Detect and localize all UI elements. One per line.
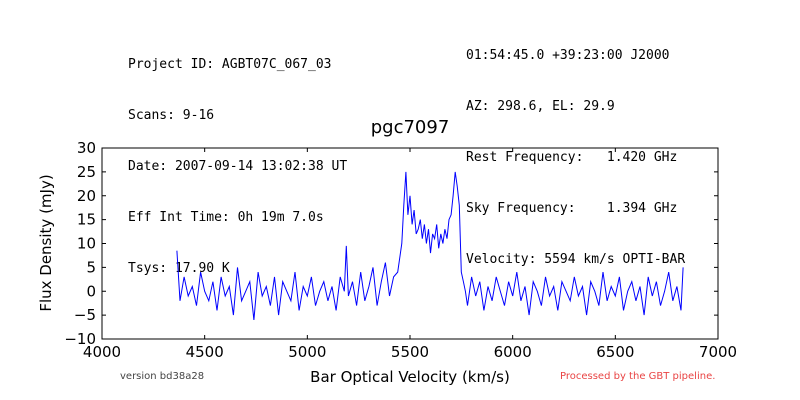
x-tick-label-5: 6500 [596, 343, 634, 361]
spectrum-line-0 [176, 171, 684, 320]
x-tick-label-3: 5500 [391, 343, 429, 361]
y-tick-label-2: 0 [86, 282, 96, 300]
tsys-line: Tsys: 17.90 K [128, 261, 230, 276]
y-tick-label-1: −5 [74, 306, 96, 324]
y-tick-label-0: −10 [64, 330, 96, 348]
x-tick-label-0: 4000 [83, 343, 121, 361]
y-tick-label-6: 20 [77, 187, 96, 205]
version-note: version bd38a28 [120, 371, 205, 382]
az-el-line: AZ: 298.6, EL: 29.9 [466, 99, 615, 114]
observation-info-right: 01:54:45.0 +39:23:00 J2000 AZ: 298.6, EL… [466, 13, 685, 285]
plot-frame [101, 147, 719, 340]
plot-area [101, 147, 719, 340]
pipeline-note: Processed by the GBT pipeline. [560, 371, 716, 382]
axis-ticks: 4000 4500 5000 5500 6000 6500 7000 −10 −5 0 5 10 15 2… [64, 139, 737, 361]
observation-info-left: Project ID: AGBT07C_067_03 Scans: 9-16 D… [128, 22, 347, 294]
date-line: Date: 2007-09-14 13:02:38 UT [128, 159, 348, 174]
eff-int-time-line: Eff Int Time: 0h 19m 7.0s [128, 210, 324, 225]
x-tick-label-4: 6000 [494, 343, 532, 361]
velocity-line: Velocity: 5594 km/s OPTI-BAR [466, 252, 686, 267]
rest-frequency-line: Rest Frequency: 1.420 GHz [466, 150, 678, 165]
scans-line: Scans: 9-16 [128, 108, 215, 123]
project-id-line: Project ID: AGBT07C_067_03 [128, 57, 332, 72]
x-axis-label: Bar Optical Velocity (km/s) [310, 368, 510, 386]
y-tick-label-8: 30 [77, 139, 96, 157]
x-tick-label-6: 7000 [699, 343, 737, 361]
y-tick-label-3: 5 [86, 258, 96, 276]
y-axis-label: Flux Density (mJy) [37, 174, 55, 311]
y-tick-label-5: 15 [77, 211, 96, 229]
x-tick-label-1: 4500 [186, 343, 224, 361]
chart-title: pgc7097 [371, 117, 450, 138]
coordinates-line: 01:54:45.0 +39:23:00 J2000 [466, 48, 670, 63]
y-tick-label-4: 10 [77, 235, 96, 253]
x-tick-label-2: 5000 [288, 343, 326, 361]
y-tick-label-7: 25 [77, 163, 96, 181]
sky-frequency-line: Sky Frequency: 1.394 GHz [466, 201, 678, 216]
